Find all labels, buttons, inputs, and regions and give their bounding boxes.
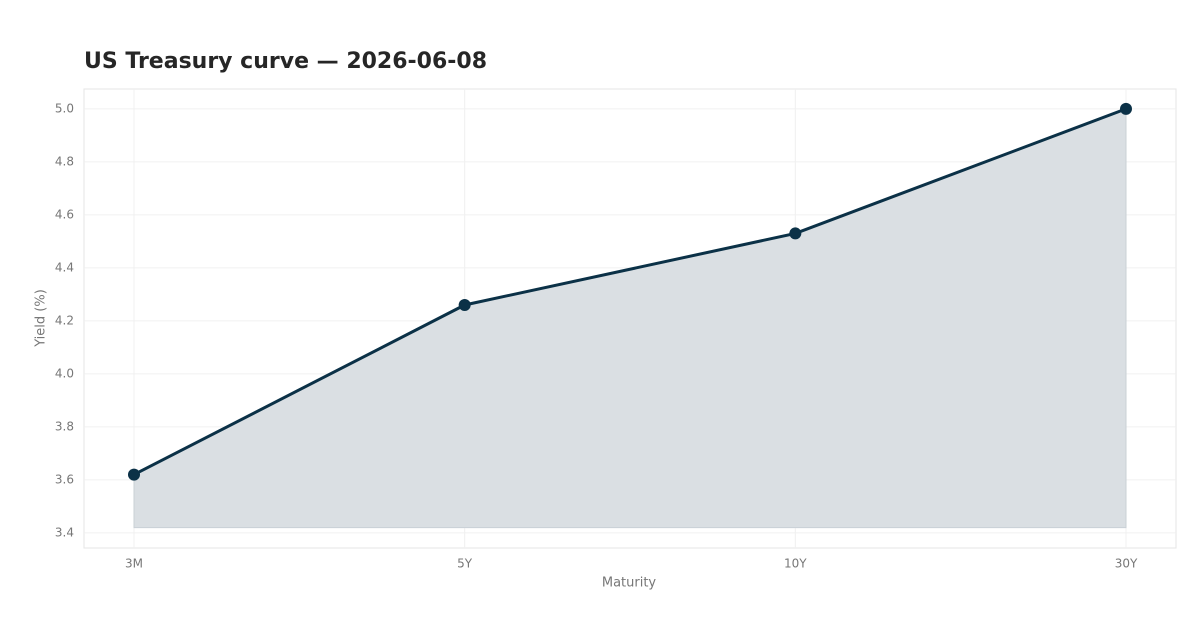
y-tick-label: 4.4 — [55, 260, 74, 274]
marker — [458, 298, 471, 311]
y-tick-label: 4.8 — [55, 154, 74, 168]
y-tick-label: 5.0 — [55, 101, 74, 115]
x-tick-label: 5Y — [457, 557, 473, 571]
x-tick-label: 3M — [125, 557, 143, 571]
x-tick-label: 10Y — [784, 557, 807, 571]
y-tick-label: 3.4 — [55, 525, 74, 539]
marker — [128, 468, 140, 481]
line — [133, 107, 1127, 476]
x-tick-label: 30Y — [1115, 557, 1138, 571]
x-axis-label: Maturity — [602, 576, 657, 591]
chart-title: US Treasury curve — 2026-06-08 — [84, 49, 487, 74]
area — [133, 108, 1127, 529]
y-tick-label: 3.6 — [55, 472, 74, 486]
y-tick-label: 4.0 — [55, 366, 74, 380]
plot-frame — [83, 88, 1177, 549]
y-tick-label: 3.8 — [55, 419, 74, 433]
y-axis-label: Yield (%) — [34, 289, 49, 348]
y-tick-label: 4.2 — [55, 313, 74, 327]
marker — [1120, 102, 1132, 115]
marker — [789, 227, 802, 240]
y-tick-label: 4.6 — [55, 207, 74, 221]
